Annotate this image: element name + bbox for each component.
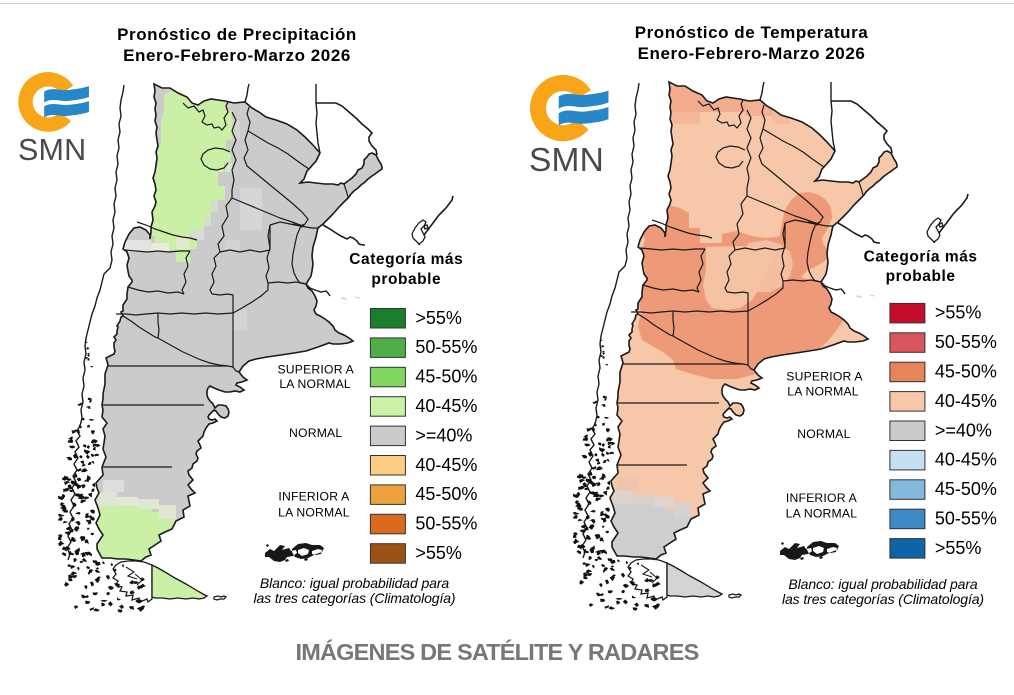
svg-text:>55%: >55% [935, 303, 982, 323]
svg-text:LA NORMAL: LA NORMAL [279, 377, 351, 391]
svg-text:>55%: >55% [415, 308, 462, 328]
svg-text:40-45%: 40-45% [415, 396, 477, 416]
svg-text:NORMAL: NORMAL [797, 427, 850, 441]
svg-text:50-55%: 50-55% [415, 337, 477, 357]
svg-text:>=40%: >=40% [935, 420, 992, 440]
svg-text:Blanco: igual probabilidad par: Blanco: igual probabilidad para [260, 575, 449, 591]
svg-text:45-50%: 45-50% [935, 362, 997, 382]
svg-text:INFERIOR A: INFERIOR A [786, 491, 858, 505]
svg-text:45-50%: 45-50% [935, 479, 997, 499]
svg-text:probable: probable [886, 268, 956, 285]
svg-text:las tres categorías (Climatolo: las tres categorías (Climatología) [782, 591, 984, 607]
svg-text:>=40%: >=40% [415, 425, 472, 445]
svg-text:SUPERIOR A: SUPERIOR A [786, 370, 863, 384]
svg-text:50-55%: 50-55% [935, 509, 997, 529]
svg-text:>55%: >55% [935, 538, 982, 558]
svg-text:40-45%: 40-45% [935, 391, 997, 411]
svg-text:50-55%: 50-55% [935, 332, 997, 352]
svg-text:>55%: >55% [415, 543, 462, 563]
svg-text:45-50%: 45-50% [415, 367, 477, 387]
svg-text:LA NORMAL: LA NORMAL [786, 507, 858, 521]
svg-text:Categoría más: Categoría más [349, 251, 463, 268]
svg-text:las tres categorías (Climatolo: las tres categorías (Climatología) [253, 590, 455, 606]
svg-text:50-55%: 50-55% [415, 514, 477, 534]
svg-text:Categoría más: Categoría más [864, 249, 978, 266]
svg-text:SUPERIOR A: SUPERIOR A [277, 362, 354, 376]
svg-text:45-50%: 45-50% [415, 484, 477, 504]
svg-text:Blanco: igual probabilidad par: Blanco: igual probabilidad para [788, 576, 977, 592]
svg-text:LA NORMAL: LA NORMAL [278, 506, 350, 520]
svg-text:NORMAL: NORMAL [289, 426, 342, 440]
svg-text:probable: probable [371, 271, 441, 288]
svg-text:LA NORMAL: LA NORMAL [787, 384, 859, 398]
svg-text:INFERIOR A: INFERIOR A [278, 490, 350, 504]
svg-text:40-45%: 40-45% [935, 450, 997, 470]
svg-text:40-45%: 40-45% [415, 455, 477, 475]
